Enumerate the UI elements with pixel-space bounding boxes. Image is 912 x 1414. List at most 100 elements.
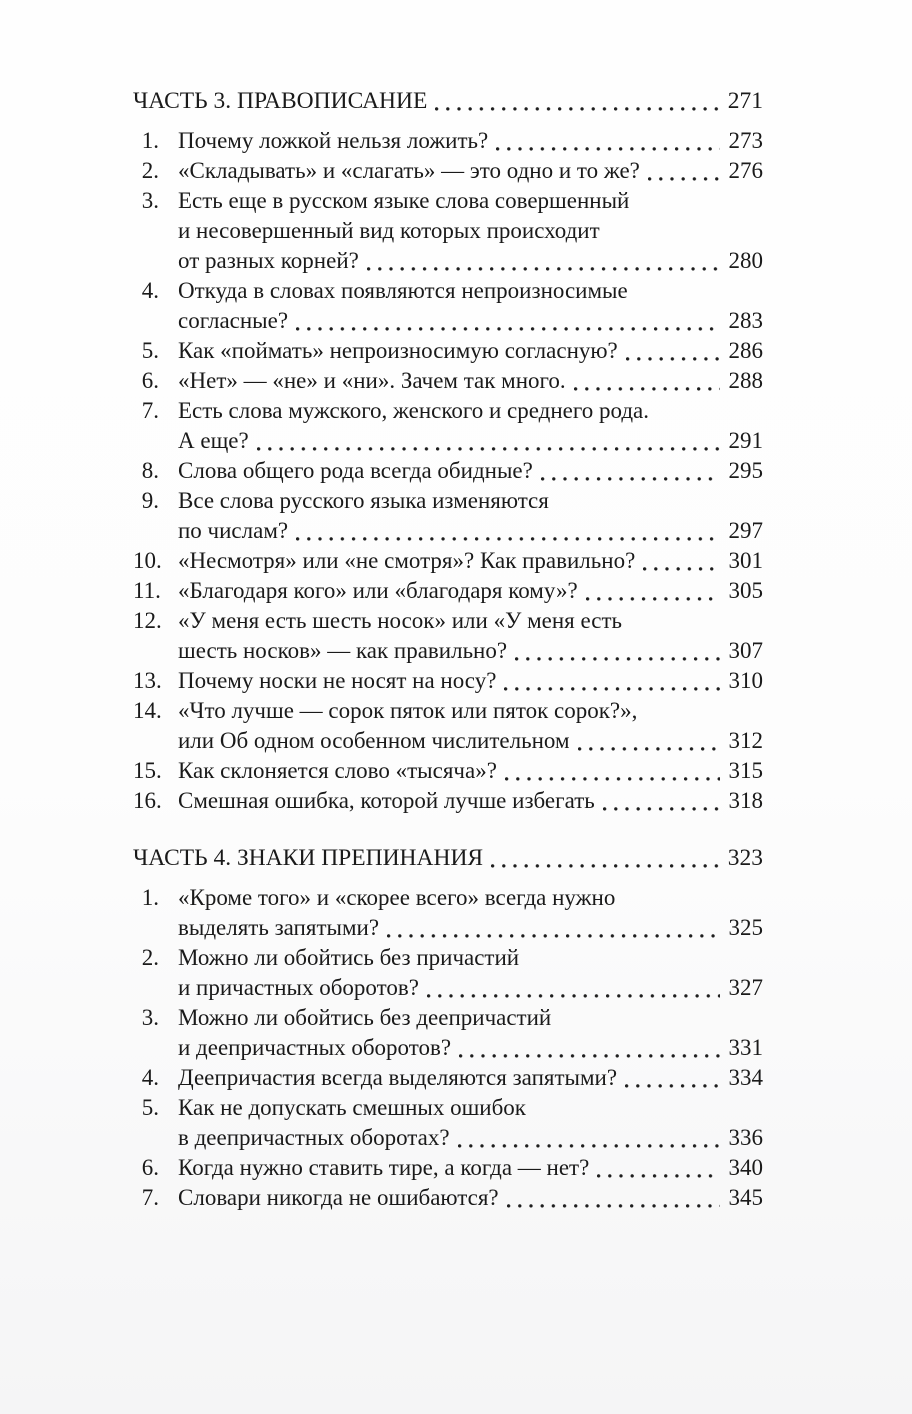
dot-leader <box>640 156 725 186</box>
entry-last-line: Как склоняется слово «тысяча»? 315 <box>178 756 763 786</box>
entry-body: «Складывать» и «слагать» — это одно и то… <box>178 156 763 186</box>
entry-number: 3. <box>141 1005 159 1030</box>
entry-body: Как «поймать» непроизносимую согласную? 2… <box>178 336 763 366</box>
entry-number: 3. <box>141 188 159 213</box>
entry-last-line: от разных корней? 280 <box>178 246 763 276</box>
entry-page-number: 297 <box>728 518 764 543</box>
entry-number: 11. <box>133 578 161 603</box>
section-title: ЧАСТЬ 3. ПРАВОПИСАНИЕ <box>133 88 428 114</box>
entry-text-line: Как не допускать смешных ошибок <box>178 1095 526 1120</box>
toc-entry: 4. Откуда в словах появляются непроизноси… <box>133 276 763 336</box>
dot-leader <box>589 1153 725 1183</box>
entry-text-line: Все слова русского языка изменяются <box>178 488 549 513</box>
section-page-number: 271 <box>727 88 763 114</box>
entry-body: Словари никогда не ошибаются? 345 <box>178 1183 763 1213</box>
dot-leader <box>533 456 725 486</box>
entry-page-number: 295 <box>728 458 764 483</box>
entry-last-line: по числам? 297 <box>178 516 763 546</box>
entry-text-line: «Что лучше — сорок пяток или пяток сорок… <box>178 698 638 723</box>
entry-last-line: А еще? 291 <box>178 426 763 456</box>
entry-text-line: Как «поймать» непроизносимую согласную? <box>178 338 618 363</box>
entry-body: Как не допускать смешных ошибок в дееприч… <box>178 1093 763 1153</box>
entry-text-line: согласные? <box>178 308 289 333</box>
entry-body: Когда нужно ставить тире, а когда — нет?… <box>178 1153 763 1183</box>
entry-page-number: 334 <box>728 1065 764 1090</box>
entry-text-line: «Складывать» и «слагать» — это одно и то… <box>178 158 640 183</box>
entry-last-line: «Нет» — «не» и «ни». Зачем так много. 288 <box>178 366 763 396</box>
toc-section: ЧАСТЬ 4. ЗНАКИ ПРЕПИНАНИЯ 323 1. «Кроме тог… <box>133 843 763 1213</box>
dot-leader <box>483 843 725 873</box>
entry-text-line: А еще? <box>178 428 249 453</box>
toc-entry: 7. Есть слова мужского, женского и средне… <box>133 396 763 456</box>
entry-text-line: и деепричастных оборотов? <box>178 1035 452 1060</box>
entry-last-line: «Складывать» и «слагать» — это одно и то… <box>178 156 763 186</box>
toc-entry: 13. Почему носки не носят на носу? 310 <box>133 666 763 696</box>
entry-last-line: согласные? 283 <box>178 306 763 336</box>
entry-number: 12. <box>133 608 162 633</box>
entry-text-line: Словари никогда не ошибаются? <box>178 1185 499 1210</box>
entry-number: 2. <box>141 945 159 970</box>
entry-body: «Кроме того» и «скорее всего» всегда нуж… <box>178 883 763 943</box>
entry-body: «Что лучше — сорок пяток или пяток сорок… <box>178 696 763 756</box>
entry-page-number: 315 <box>728 758 764 783</box>
entry-text-line: Когда нужно ставить тире, а когда — нет? <box>178 1155 590 1180</box>
entry-text-line: Есть еще в русском языке слова совершенн… <box>178 188 630 213</box>
entry-last-line: выделять запятыми? 325 <box>178 913 763 943</box>
entry-page-number: 276 <box>728 158 764 183</box>
toc-entry: 9. Все слова русского языка изменяются по … <box>133 486 763 546</box>
entry-page-number: 305 <box>728 578 764 603</box>
entry-page-number: 291 <box>728 428 764 453</box>
entry-last-line: Как «поймать» непроизносимую согласную? 2… <box>178 336 763 366</box>
entry-text-line: «Благодаря кого» или «благодаря кому»? <box>178 578 578 603</box>
entry-number: 9. <box>141 488 159 513</box>
entry-text-line: в деепричастных оборотах? <box>178 1125 450 1150</box>
entry-text-line: «У меня есть шесть носок» или «У меня ес… <box>178 608 623 633</box>
entry-number: 2. <box>141 158 159 183</box>
entry-body: «Благодаря кого» или «благодаря кому»? 30… <box>178 576 763 606</box>
dot-leader <box>488 126 725 156</box>
entry-number: 14. <box>133 698 162 723</box>
toc-entry: 1. Почему ложкой нельзя ложить? 273 <box>133 126 763 156</box>
dot-leader <box>595 786 725 816</box>
entry-body: Смешная ошибка, которой лучше избегать 31… <box>178 786 763 816</box>
entry-body: Есть слова мужского, женского и среднего… <box>178 396 763 456</box>
entry-body: «Нет» — «не» и «ни». Зачем так много. 288 <box>178 366 763 396</box>
entry-page-number: 280 <box>728 248 764 273</box>
dot-leader <box>288 306 725 336</box>
dot-leader <box>566 366 725 396</box>
entry-text-line: шесть носков» — как правильно? <box>178 638 508 663</box>
dot-leader <box>288 516 725 546</box>
entry-last-line: Словари никогда не ошибаются? 345 <box>178 1183 763 1213</box>
entry-text-line: от разных корней? <box>178 248 359 273</box>
entry-page-number: 318 <box>728 788 764 813</box>
toc-entry: 5. Как «поймать» непроизносимую согласную… <box>133 336 763 366</box>
entry-page-number: 345 <box>728 1185 764 1210</box>
entry-last-line: Почему ложкой нельзя ложить? 273 <box>178 126 763 156</box>
entry-text-line: Почему носки не носят на носу? <box>178 668 497 693</box>
entry-number: 6. <box>141 1155 159 1180</box>
dot-leader <box>507 636 725 666</box>
dot-leader <box>635 546 725 576</box>
entry-page-number: 336 <box>728 1125 764 1150</box>
entry-page-number: 310 <box>728 668 764 693</box>
entry-body: Можно ли обойтись без причастий и причаст… <box>178 943 763 1003</box>
entry-page-number: 325 <box>728 915 764 940</box>
entry-last-line: в деепричастных оборотах? 336 <box>178 1123 763 1153</box>
entry-text-line: выделять запятыми? <box>178 915 380 940</box>
toc-entry: 2. Можно ли обойтись без причастий и прича… <box>133 943 763 1003</box>
entry-body: «У меня есть шесть носок» или «У меня ес… <box>178 606 763 666</box>
entry-last-line: Почему носки не носят на носу? 310 <box>178 666 763 696</box>
entry-page-number: 273 <box>728 128 764 153</box>
entry-last-line: Когда нужно ставить тире, а когда — нет?… <box>178 1153 763 1183</box>
entry-text-line: «Нет» — «не» и «ни». Зачем так много. <box>178 368 566 393</box>
entry-body: «Несмотря» или «не смотря»? Как правильн… <box>178 546 763 576</box>
entry-page-number: 307 <box>728 638 764 663</box>
toc-entry: 6. «Нет» — «не» и «ни». Зачем так много. 2… <box>133 366 763 396</box>
entry-text-line: или Об одном особенном числительном <box>178 728 570 753</box>
entry-last-line: Деепричастия всегда выделяются запятыми?… <box>178 1063 763 1093</box>
toc-entry: 2. «Складывать» и «слагать» — это одно и … <box>133 156 763 186</box>
entry-number: 8. <box>141 458 159 483</box>
entry-page-number: 331 <box>728 1035 764 1060</box>
dot-leader <box>570 726 725 756</box>
